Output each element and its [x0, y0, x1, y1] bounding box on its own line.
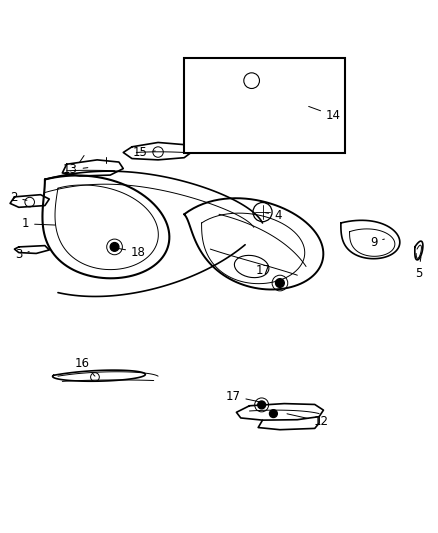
Text: 16: 16: [74, 357, 95, 376]
Text: 18: 18: [117, 246, 146, 259]
Circle shape: [110, 243, 119, 251]
Text: 17: 17: [226, 390, 259, 403]
Text: 4: 4: [265, 208, 282, 222]
Text: 5: 5: [415, 257, 422, 280]
Circle shape: [276, 279, 284, 287]
Text: 17: 17: [256, 264, 278, 282]
Text: 1: 1: [21, 217, 55, 230]
Circle shape: [269, 410, 277, 417]
Text: 12: 12: [287, 414, 329, 428]
Text: 9: 9: [370, 236, 385, 248]
Bar: [184, 58, 345, 154]
Text: 2: 2: [10, 191, 27, 204]
Circle shape: [258, 401, 265, 409]
Text: 3: 3: [15, 248, 29, 261]
Text: 15: 15: [132, 146, 155, 159]
Text: 13: 13: [63, 164, 88, 176]
Text: 14: 14: [309, 107, 341, 122]
